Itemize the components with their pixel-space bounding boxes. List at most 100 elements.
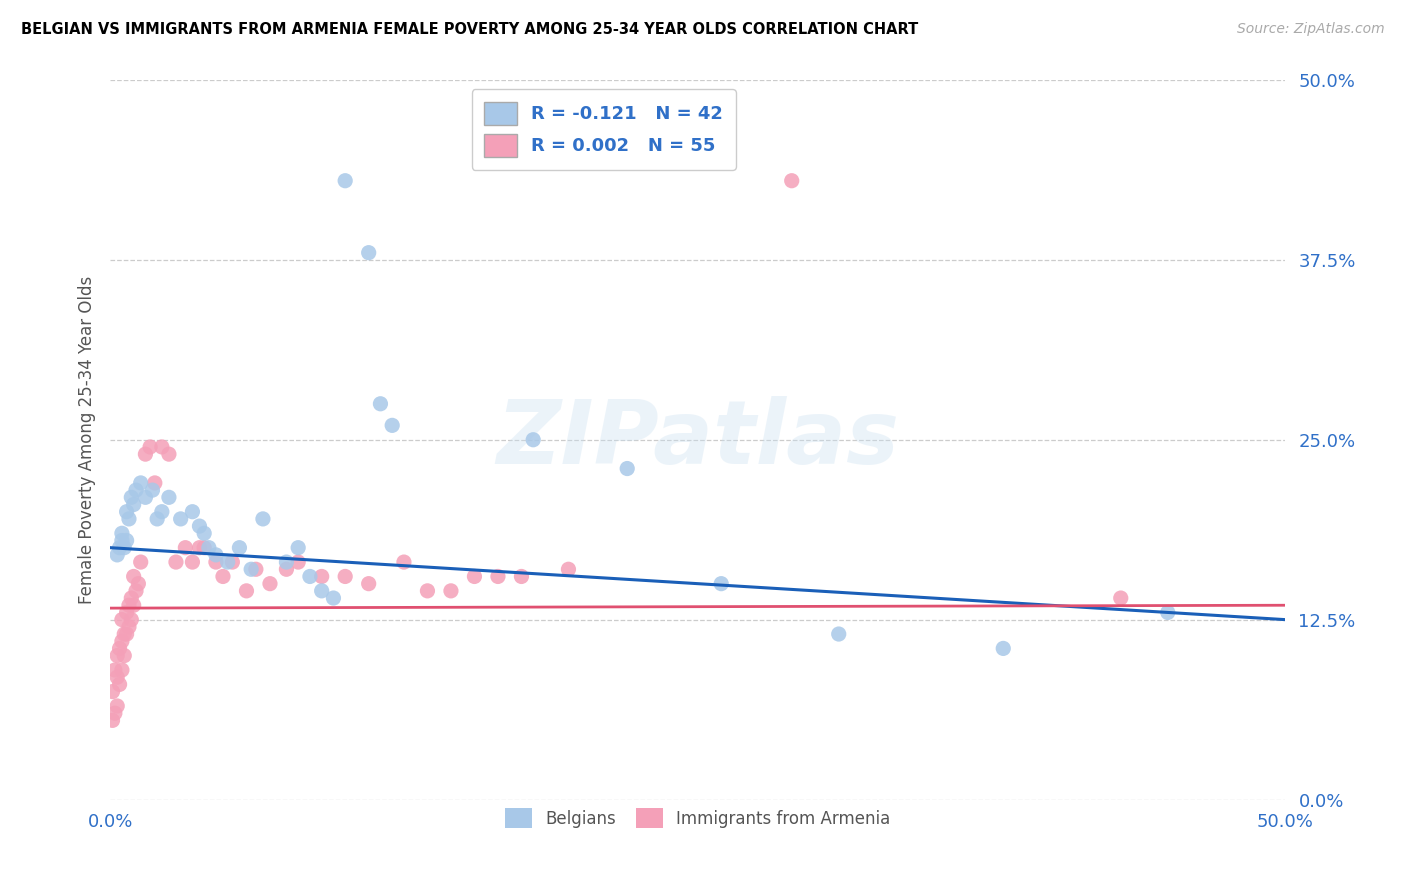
Point <box>105 670 128 684</box>
Point <box>335 174 357 188</box>
Point <box>205 555 228 569</box>
Point <box>104 663 127 677</box>
Point <box>276 562 298 576</box>
Point <box>235 583 257 598</box>
Point <box>169 512 191 526</box>
Point <box>370 397 392 411</box>
Point <box>122 498 145 512</box>
Point <box>129 555 152 569</box>
Point <box>245 562 267 576</box>
Point <box>112 648 135 663</box>
Point <box>240 562 263 576</box>
Point <box>557 562 579 576</box>
Point <box>104 706 127 721</box>
Point <box>311 569 333 583</box>
Point <box>115 627 138 641</box>
Point <box>111 613 134 627</box>
Point <box>188 519 211 533</box>
Point <box>101 684 124 698</box>
Point <box>287 555 309 569</box>
Point <box>105 548 128 562</box>
Point <box>357 245 380 260</box>
Text: BELGIAN VS IMMIGRANTS FROM ARMENIA FEMALE POVERTY AMONG 25-34 YEAR OLDS CORRELAT: BELGIAN VS IMMIGRANTS FROM ARMENIA FEMAL… <box>21 22 918 37</box>
Point <box>616 461 638 475</box>
Point <box>120 591 142 605</box>
Point <box>198 541 221 555</box>
Point <box>298 569 321 583</box>
Point <box>141 483 163 497</box>
Text: ZIPatlas: ZIPatlas <box>496 396 900 483</box>
Point <box>993 641 1015 656</box>
Point <box>118 620 141 634</box>
Point <box>112 541 135 555</box>
Point <box>105 648 128 663</box>
Point <box>221 555 243 569</box>
Point <box>828 627 851 641</box>
Point <box>134 491 156 505</box>
Point <box>108 641 131 656</box>
Point <box>120 613 142 627</box>
Point <box>392 555 415 569</box>
Point <box>105 698 128 713</box>
Point <box>157 491 180 505</box>
Point <box>115 606 138 620</box>
Point <box>212 569 235 583</box>
Point <box>125 583 148 598</box>
Point <box>205 548 228 562</box>
Point <box>311 583 333 598</box>
Point <box>143 475 166 490</box>
Point <box>522 433 544 447</box>
Point <box>416 583 439 598</box>
Point <box>440 583 463 598</box>
Point <box>1109 591 1132 605</box>
Point <box>165 555 187 569</box>
Point <box>1157 606 1180 620</box>
Legend: Belgians, Immigrants from Armenia: Belgians, Immigrants from Armenia <box>499 802 897 834</box>
Point <box>710 576 733 591</box>
Point <box>181 505 204 519</box>
Point <box>486 569 509 583</box>
Point <box>115 505 138 519</box>
Point <box>157 447 180 461</box>
Point <box>122 569 145 583</box>
Point <box>510 569 533 583</box>
Point <box>276 555 298 569</box>
Point <box>193 526 215 541</box>
Point <box>111 526 134 541</box>
Text: Source: ZipAtlas.com: Source: ZipAtlas.com <box>1237 22 1385 37</box>
Point <box>120 491 142 505</box>
Point <box>118 512 141 526</box>
Point <box>125 483 148 497</box>
Point <box>357 576 380 591</box>
Point <box>101 714 124 728</box>
Point <box>463 569 485 583</box>
Point <box>287 541 309 555</box>
Point <box>174 541 197 555</box>
Point <box>111 663 134 677</box>
Y-axis label: Female Poverty Among 25-34 Year Olds: Female Poverty Among 25-34 Year Olds <box>79 276 96 604</box>
Point <box>146 512 169 526</box>
Point <box>112 627 135 641</box>
Point <box>181 555 204 569</box>
Point <box>217 555 239 569</box>
Point <box>150 505 173 519</box>
Point <box>335 569 357 583</box>
Point <box>134 447 156 461</box>
Point <box>193 541 215 555</box>
Point <box>129 475 152 490</box>
Point <box>127 576 149 591</box>
Point <box>108 541 131 555</box>
Point <box>122 599 145 613</box>
Point <box>111 533 134 548</box>
Point <box>252 512 274 526</box>
Point <box>115 533 138 548</box>
Point <box>111 634 134 648</box>
Point <box>259 576 281 591</box>
Point <box>118 599 141 613</box>
Point <box>188 541 211 555</box>
Point <box>108 677 131 691</box>
Point <box>780 174 803 188</box>
Point <box>139 440 162 454</box>
Point <box>228 541 250 555</box>
Point <box>150 440 173 454</box>
